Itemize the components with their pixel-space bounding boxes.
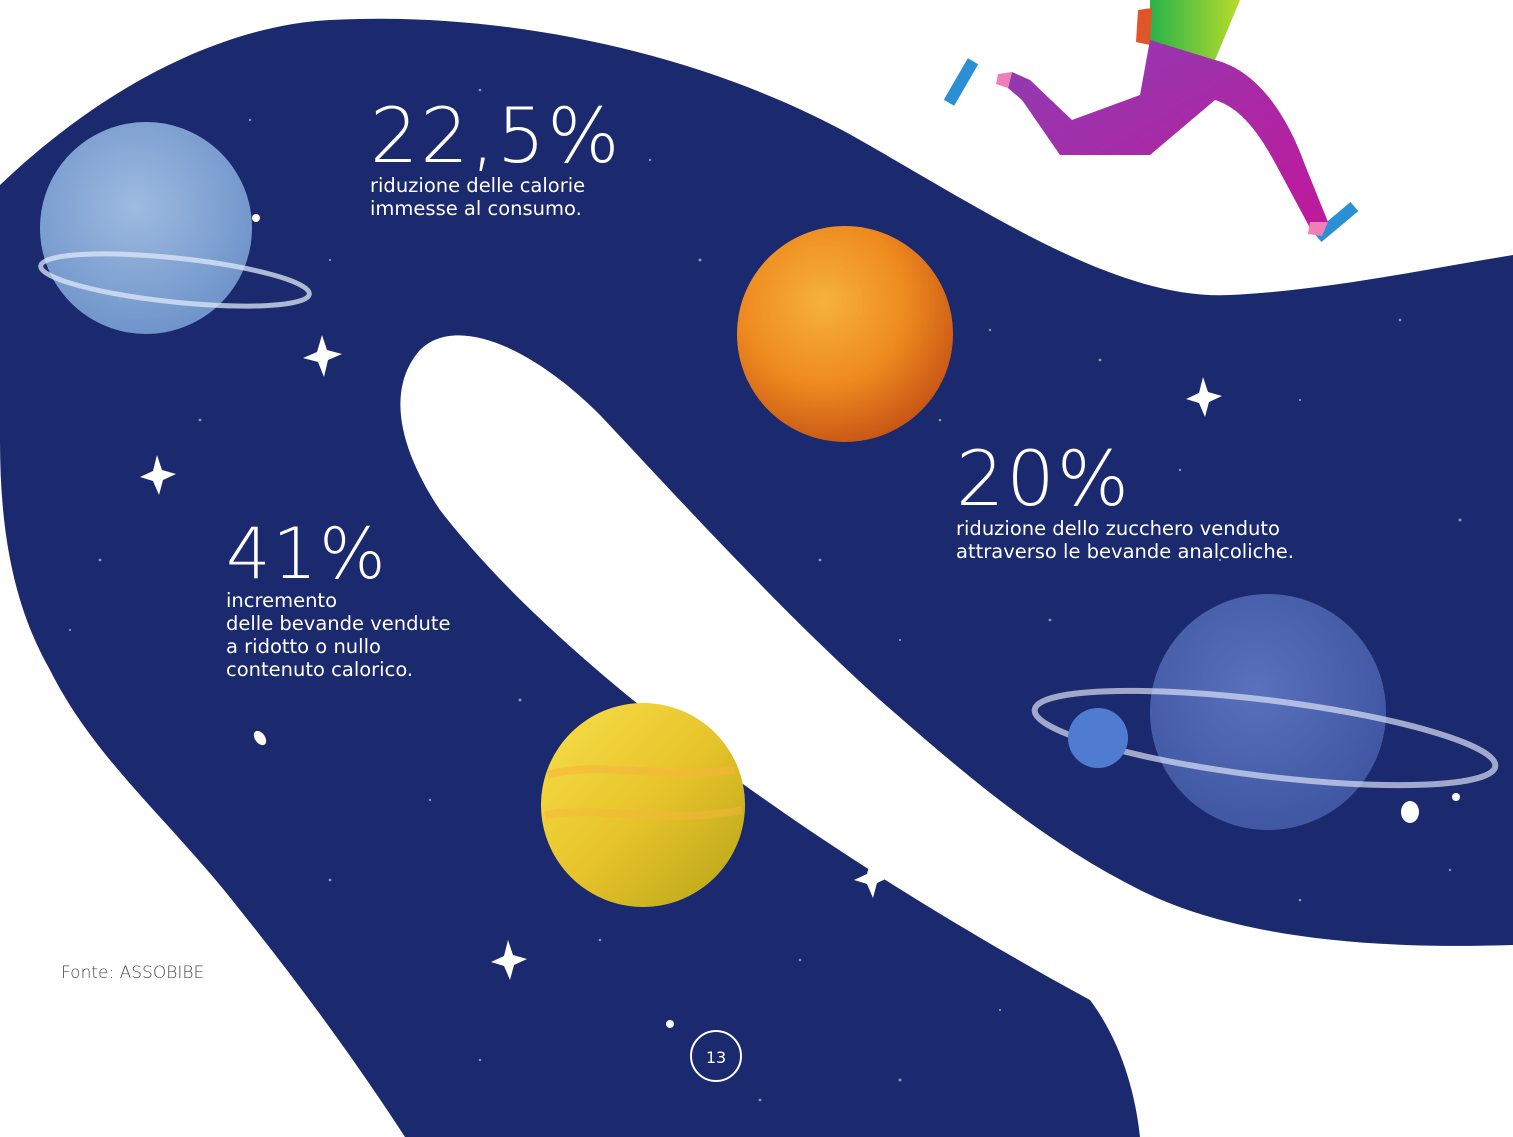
stat-sugar-reduction: 20% riduzione dello zucchero venduto att… [956,434,1294,564]
stat-description: riduzione dello zucchero venduto attrave… [956,517,1294,563]
planet-yellow [541,703,745,907]
star-icons [140,214,1460,1028]
stat-low-calorie-drinks-increase: 41% incremento delle bevande vendute a r… [226,519,450,681]
saturn-big-blue [1031,594,1499,830]
saturn-light-blue [38,122,312,334]
star-field [68,88,1462,1102]
stat-calories-reduction: 22,5% riduzione delle calorie immesse al… [370,91,622,221]
stat-value: 20% [956,434,1131,523]
running-person-illustration [943,0,1359,243]
stat-value: 41% [226,513,388,595]
space-shape [0,18,1513,1137]
stat-value: 22,5% [370,91,622,180]
stat-description: riduzione delle calorie immesse al consu… [370,174,586,220]
stat-description: incremento delle bevande vendute a ridot… [226,589,451,681]
page-number: 13 [690,1030,742,1082]
planet-orange [737,226,953,442]
source-note: Fonte: ASSOBIBE [61,963,205,983]
